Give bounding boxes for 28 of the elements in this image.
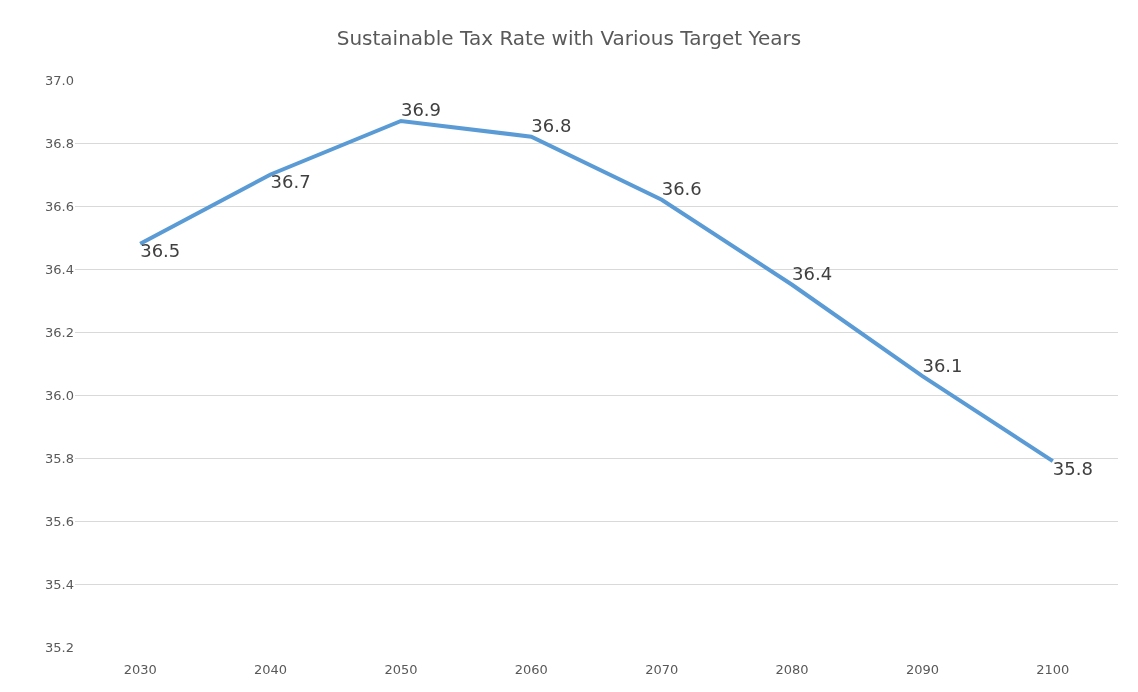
- x-tick-label: 2040: [254, 661, 288, 677]
- y-tick-label: 37.0: [45, 72, 74, 88]
- x-tick-label: 2030: [123, 661, 157, 677]
- y-tick-label: 35.4: [45, 576, 74, 592]
- data-label: 36.4: [792, 263, 833, 285]
- line-series: [138, 118, 1055, 464]
- x-tick-label: 2080: [775, 661, 809, 677]
- data-label: 36.9: [400, 99, 442, 121]
- data-label: 36.5: [140, 240, 181, 262]
- x-tick-label: 2050: [384, 661, 418, 677]
- data-label: 36.1: [922, 354, 963, 376]
- y-tick-label: 35.6: [45, 513, 74, 529]
- y-tick-label: 35.8: [45, 450, 74, 466]
- y-tick-label: 36.0: [45, 387, 74, 403]
- y-tick-label: 36.6: [45, 198, 74, 214]
- y-tick-label: 36.8: [45, 135, 74, 151]
- x-tick-label: 2070: [645, 661, 679, 677]
- x-tick-label: 2060: [514, 661, 548, 677]
- x-tick-label: 2090: [905, 661, 939, 677]
- data-label: 36.6: [661, 178, 702, 200]
- data-label: 36.8: [531, 115, 572, 137]
- data-label: 36.7: [270, 171, 311, 192]
- x-tick-label: 2100: [1036, 661, 1070, 677]
- y-tick-label: 35.2: [45, 639, 74, 655]
- chart-title: Sustainable Tax Rate with Various Target Years: [336, 26, 802, 51]
- y-tick-label: 36.4: [45, 261, 74, 277]
- data-label: 35.8: [1052, 457, 1093, 479]
- y-tick-label: 36.2: [45, 324, 74, 340]
